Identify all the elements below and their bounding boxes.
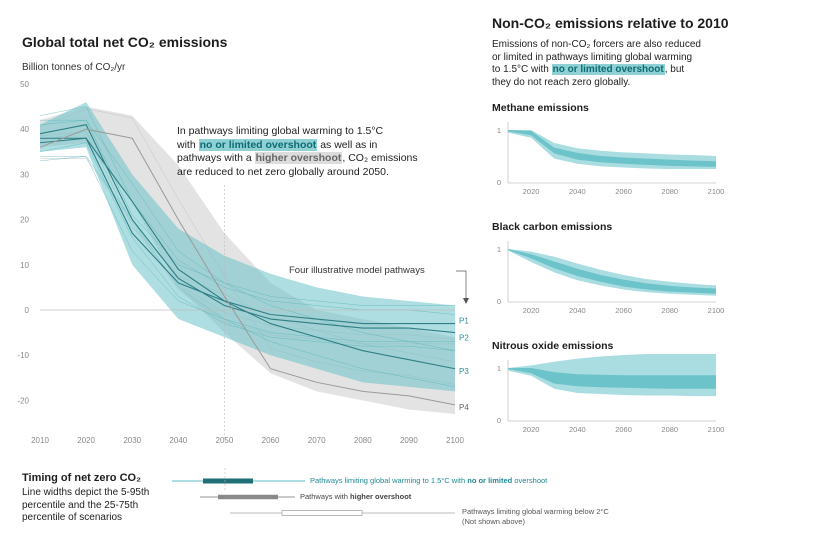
panel-outer-band xyxy=(508,249,716,296)
y-tick-label: 20 xyxy=(20,216,29,225)
panel-x-tick-label: 2100 xyxy=(708,425,725,434)
panel-y-tick-label: 0 xyxy=(497,297,501,306)
pathway-label-p2: P2 xyxy=(459,334,469,343)
x-tick-label: 2090 xyxy=(400,436,418,445)
pathway-label-p4: P4 xyxy=(459,403,469,412)
x-tick-label: 2060 xyxy=(262,436,280,445)
y-tick-label: 40 xyxy=(20,125,29,134)
main-annotation: In pathways limiting global warming to 1… xyxy=(177,125,418,178)
highlight-no-limited-overshoot: no or limited overshoot xyxy=(198,138,318,151)
pathways-arrow xyxy=(456,270,467,302)
nitrous-oxide-title: Nitrous oxide emissions xyxy=(492,340,614,352)
pathway-line-p1 xyxy=(40,137,455,325)
pathway-label-p3: P3 xyxy=(459,367,469,376)
x-tick-label: 2040 xyxy=(169,436,187,445)
panel-x-tick-label: 2100 xyxy=(708,187,725,196)
teal-scenario-line xyxy=(39,156,456,388)
panel-y-tick-label: 1 xyxy=(497,245,501,254)
pathway-line-p3 xyxy=(39,137,456,370)
panel-x-tick-label: 2040 xyxy=(569,306,586,315)
panel-x-tick-label: 2100 xyxy=(708,306,725,315)
panel-y-tick-label: 1 xyxy=(497,126,501,135)
y-tick-label: 0 xyxy=(25,306,30,315)
pathways-label: Four illustrative model pathways xyxy=(289,265,425,276)
panel-x-tick-label: 2080 xyxy=(661,425,678,434)
pathway-label-p1: P1 xyxy=(459,317,469,326)
teal-scenario-line xyxy=(40,119,455,306)
panel-x-tick-label: 2020 xyxy=(523,306,540,315)
y-tick-label: -10 xyxy=(17,351,29,360)
panel-x-tick-label: 2060 xyxy=(615,306,632,315)
nitrous-oxide-chart: 1 0 2020 2040 2060 2080 2100 xyxy=(497,354,725,434)
teal-scenario-line xyxy=(40,156,455,342)
no-overshoot-band xyxy=(40,102,455,392)
panel-y-tick-label: 0 xyxy=(497,416,501,425)
black-carbon-title: Black carbon emissions xyxy=(492,221,613,233)
y-tick-label: -20 xyxy=(17,396,29,405)
x-tick-label: 2010 xyxy=(31,436,49,445)
legend-row3-label: Pathways limiting global warming below 2… xyxy=(462,507,609,526)
pathway-line-p4 xyxy=(39,128,456,406)
legend-light-inner xyxy=(281,510,363,516)
legend-row1-label: Pathways limiting global warming to 1.5°… xyxy=(310,476,548,485)
x-tick-label: 2020 xyxy=(77,436,95,445)
legend-description: Line widths depict the 5-95th percentile… xyxy=(22,487,150,523)
y-tick-label: 30 xyxy=(20,170,29,179)
x-tick-label: 2070 xyxy=(308,436,326,445)
methane-chart: 1 0 2020 2040 2060 2080 2100 xyxy=(497,122,725,196)
panel-inner-band xyxy=(508,130,716,167)
panel-x-tick-label: 2040 xyxy=(569,425,586,434)
pathways-arrow-head xyxy=(463,298,469,304)
right-description: Emissions of non-CO₂ forcers are also re… xyxy=(492,39,701,88)
panel-inner-band xyxy=(508,368,716,389)
highlight-higher-overshoot: higher overshoot xyxy=(254,152,343,164)
y-tick-label: 10 xyxy=(20,261,29,270)
panel-y-tick-label: 0 xyxy=(497,178,501,187)
y-tick-label: 50 xyxy=(20,80,29,89)
teal-scenario-line xyxy=(39,119,456,351)
panel-x-tick-label: 2060 xyxy=(615,425,632,434)
panel-x-tick-label: 2080 xyxy=(661,306,678,315)
panel-x-tick-label: 2040 xyxy=(569,187,586,196)
panel-x-tick-label: 2080 xyxy=(661,187,678,196)
panel-y-tick-label: 1 xyxy=(497,364,501,373)
legend-title: Timing of net zero CO₂ xyxy=(22,472,141,484)
x-tick-label: 2080 xyxy=(354,436,372,445)
methane-title: Methane emissions xyxy=(492,102,589,114)
main-y-axis-label: Billion tonnes of CO₂/yr xyxy=(22,62,126,73)
main-chart-title: Global total net CO₂ emissions xyxy=(22,34,228,50)
panel-x-tick-label: 2020 xyxy=(523,425,540,434)
x-tick-label: 2100 xyxy=(446,436,464,445)
highlight-right-no-limited: no or limited overshoot xyxy=(551,64,665,75)
x-tick-label: 2030 xyxy=(123,436,141,445)
panel-x-tick-label: 2060 xyxy=(615,187,632,196)
right-title: Non-CO₂ emissions relative to 2010 xyxy=(492,15,729,31)
panel-inner-band xyxy=(508,249,716,294)
black-carbon-chart: 1 0 2020 2040 2060 2080 2100 xyxy=(497,241,725,315)
panel-x-tick-label: 2020 xyxy=(523,187,540,196)
legend-row2-label: Pathways with higher overshoot xyxy=(300,492,412,501)
x-tick-label: 2050 xyxy=(216,436,234,445)
panel-outer-band xyxy=(508,130,716,169)
